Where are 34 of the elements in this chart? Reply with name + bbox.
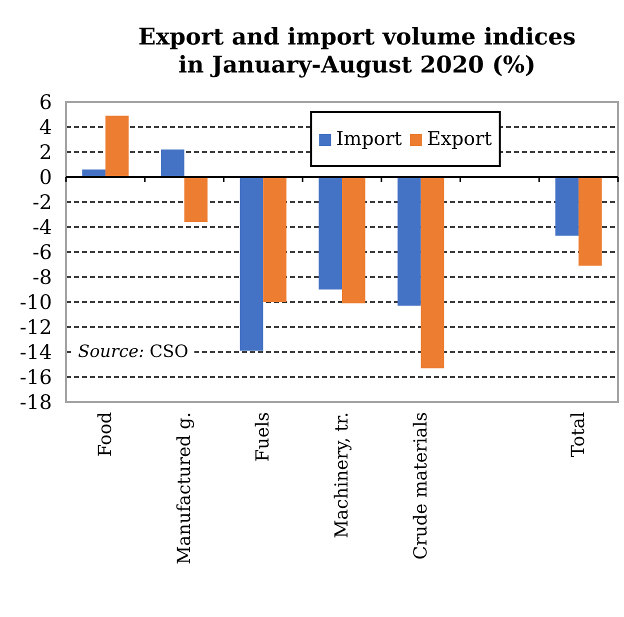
x-tick-label: Manufactured g. (174, 412, 195, 564)
y-tick-label: 0 (39, 165, 52, 189)
bar (161, 150, 184, 177)
x-tick-label: Machinery, tr. (332, 412, 352, 538)
y-tick-label: -16 (20, 365, 52, 389)
bar (184, 177, 208, 222)
y-tick-label: -12 (20, 315, 52, 339)
x-tick-label: Crude materials (410, 412, 432, 560)
bar (555, 177, 579, 236)
y-tick-label: 6 (39, 90, 52, 114)
y-tick-label: 2 (39, 140, 52, 164)
bar (420, 177, 444, 368)
bar (318, 177, 342, 290)
y-tick-label: -2 (32, 190, 52, 214)
bar (263, 177, 286, 302)
y-tick-label: -8 (32, 265, 52, 289)
y-tick-label: -18 (20, 390, 52, 414)
chart-title: Export and import volume indices in January-August 2020 (%) (138, 24, 576, 78)
y-tick-label: -6 (32, 240, 52, 264)
x-tick-label: Food (94, 412, 116, 457)
y-tick-label: -4 (32, 215, 52, 239)
annotation: Source: CSO (78, 342, 188, 362)
bar (578, 177, 602, 266)
y-tick-label: 4 (39, 115, 52, 139)
x-tick-label: Total (568, 412, 590, 458)
bar (398, 177, 421, 306)
legend-label: Import (336, 128, 402, 150)
y-tick-label: -14 (20, 340, 52, 364)
legend-label: Export (426, 128, 492, 150)
y-tick-label: -10 (20, 290, 52, 314)
bar (342, 177, 366, 304)
bar (105, 116, 129, 177)
x-tick-label: Fuels (252, 412, 274, 462)
bar (240, 177, 264, 351)
